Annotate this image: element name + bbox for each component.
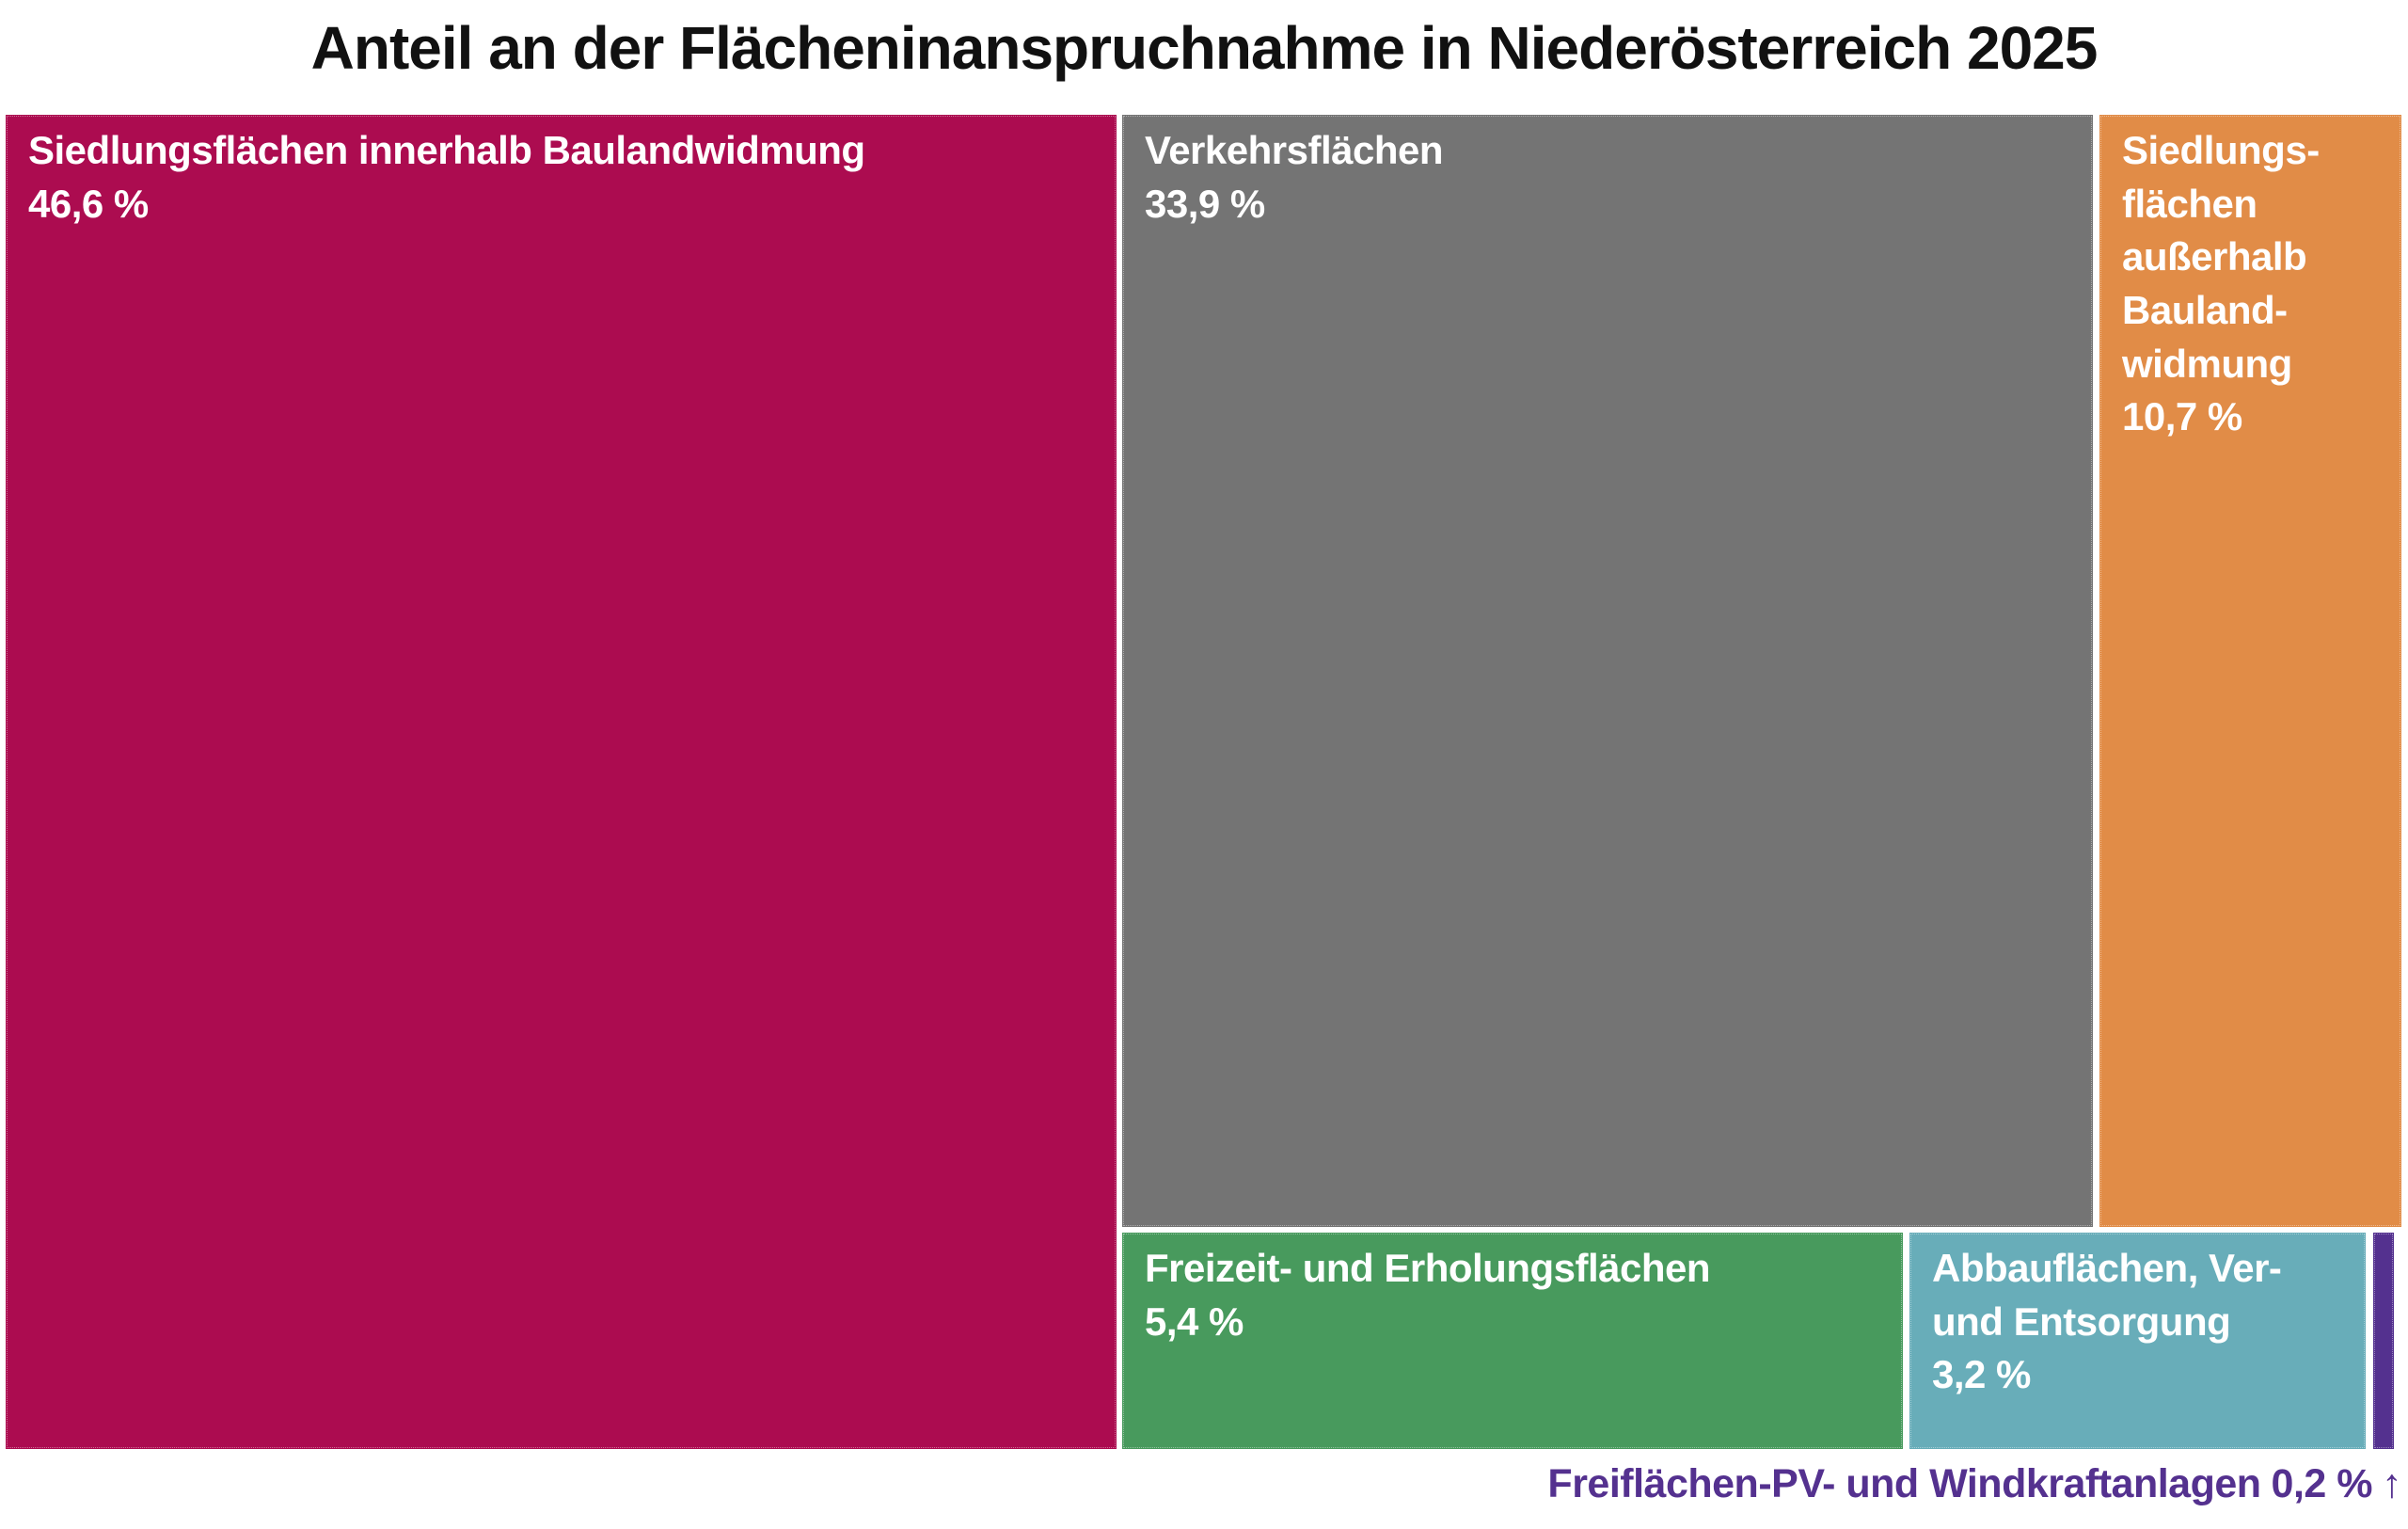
tile-label: Verkehrsflächen bbox=[1145, 128, 1444, 172]
annotation-value: 0,2 % bbox=[2271, 1461, 2373, 1506]
annotation-freiflaechen-pv: Freiflächen-PV- und Windkraftanlagen 0,2 … bbox=[1547, 1461, 2401, 1507]
tile-label: Siedlungs- flächen außerhalb Bauland- wi… bbox=[2122, 128, 2320, 386]
treemap-tile-freiflaechen-pv-und-windkraftanlagen bbox=[2373, 1233, 2394, 1449]
treemap-tile-siedlungsflaechen-innerhalb-baulandwidmung: Siedlungsflächen innerhalb Baulandwidmun… bbox=[6, 115, 1117, 1449]
treemap-tile-abbauflaechen-ver-und-entsorgung: Abbauflächen, Ver- und Entsorgung 3,2 % bbox=[1909, 1233, 2366, 1449]
treemap-tile-freizeit-und-erholungsflaechen: Freizeit- und Erholungsflächen 5,4 % bbox=[1122, 1233, 1903, 1449]
tile-value: 3,2 % bbox=[1932, 1352, 2031, 1397]
chart-title: Anteil an der Flächeninanspruchnahme in … bbox=[310, 14, 2099, 82]
tile-value: 10,7 % bbox=[2122, 394, 2242, 439]
tile-value: 33,9 % bbox=[1145, 181, 1265, 226]
tile-value: 5,4 % bbox=[1145, 1298, 1244, 1344]
tile-label: Abbauflächen, Ver- und Entsorgung bbox=[1932, 1246, 2282, 1344]
tile-label: Freizeit- und Erholungsflächen bbox=[1145, 1246, 1711, 1290]
tile-value: 46,6 % bbox=[28, 181, 149, 226]
up-arrow-icon: ↑ bbox=[2382, 1461, 2402, 1506]
annotation-label: Freiflächen-PV- und Windkraftanlagen bbox=[1547, 1461, 2261, 1506]
tile-label: Siedlungsflächen innerhalb Baulandwidmun… bbox=[28, 128, 865, 172]
treemap-tile-verkehrsflaechen: Verkehrsflächen 33,9 % bbox=[1122, 115, 2093, 1227]
treemap-tile-siedlungsflaechen-ausserhalb-baulandwidmung: Siedlungs- flächen außerhalb Bauland- wi… bbox=[2099, 115, 2401, 1227]
